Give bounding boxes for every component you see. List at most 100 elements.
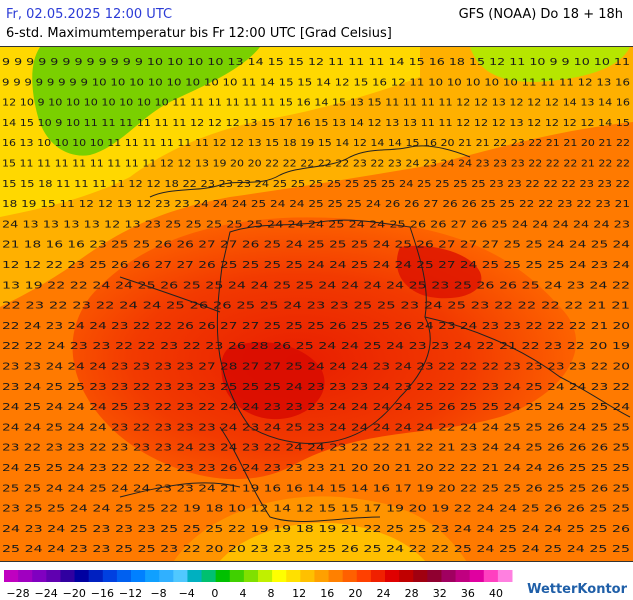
germany-border — [216, 219, 431, 445]
legend-swatch — [258, 570, 273, 582]
legend-label: −8 — [150, 587, 166, 600]
temperature-row: 9 9 9 9 9 9 9 9 10 10 10 10 10 10 10 10 … — [2, 77, 630, 88]
legend-swatch — [356, 570, 372, 582]
coastline — [149, 145, 471, 198]
legend-swatch — [455, 570, 471, 582]
legend-swatch — [469, 570, 485, 582]
legend-swatch — [497, 570, 513, 582]
legend-swatch — [201, 570, 217, 582]
temperature-row: 24 23 24 25 23 23 23 25 25 25 22 19 19 1… — [2, 524, 630, 535]
alps-core — [219, 522, 426, 561]
legend-swatch — [18, 570, 33, 582]
legend-swatch — [88, 570, 104, 582]
legend-label: 36 — [461, 587, 475, 600]
legend-bar — [4, 570, 513, 582]
temperature-row: 25 25 24 24 25 24 24 23 23 24 21 19 16 1… — [2, 483, 630, 494]
temperature-map[interactable]: 9 9 9 9 9 9 9 9 9 9 9 9 10 10 10 10 13 1… — [0, 46, 633, 562]
legend-swatch — [286, 570, 301, 582]
legend-swatch — [46, 570, 61, 582]
legend-swatch — [370, 570, 386, 582]
legend-swatch — [413, 570, 428, 582]
temperature-row: 23 24 25 25 23 23 22 23 23 23 25 25 25 2… — [2, 382, 630, 393]
temperature-row: 13 19 22 22 24 24 25 26 25 25 24 24 25 2… — [2, 280, 630, 291]
temperature-row: 22 22 24 23 23 22 22 23 22 23 26 28 26 2… — [2, 341, 630, 352]
border-south — [219, 426, 381, 522]
temperature-row: 14 15 10 9 10 11 11 11 11 11 11 12 12 12… — [2, 118, 630, 129]
green-zone — [32, 47, 260, 156]
legend-label: 20 — [348, 587, 362, 600]
very-hot-zone — [221, 342, 325, 420]
borders — [119, 145, 631, 522]
legend-label: −12 — [119, 587, 142, 600]
legend-swatch — [272, 570, 287, 582]
legend-label: −20 — [63, 587, 86, 600]
legend-label: 28 — [405, 587, 419, 600]
color-legend: −28 −24 −20 −16 −12 −8 −4 0 4 8 12 16 20 24 28 32 36 40 — [4, 570, 513, 600]
temperature-row: 12 12 22 23 25 26 26 27 27 26 25 25 25 2… — [2, 260, 630, 271]
legend-label: 0 — [211, 587, 218, 600]
legend-swatch — [187, 570, 203, 582]
temperature-row: 16 13 10 10 10 10 11 11 11 11 11 11 12 1… — [2, 138, 630, 149]
legend-swatch — [102, 570, 118, 582]
legend-swatch — [60, 570, 76, 582]
temperature-row: 24 13 13 13 13 12 13 23 25 25 25 25 25 2… — [2, 219, 630, 230]
legend-swatch — [385, 570, 400, 582]
legend-label: 4 — [239, 587, 246, 600]
legend-swatch — [483, 570, 499, 582]
legend-swatch — [314, 570, 330, 582]
temperature-row: 23 22 23 23 22 23 23 23 24 23 24 23 22 2… — [2, 443, 630, 454]
border-east — [424, 316, 631, 418]
legend-label: −28 — [6, 587, 29, 600]
legend-swatch — [342, 570, 358, 582]
legend-label: 12 — [292, 587, 306, 600]
legend-swatch — [173, 570, 188, 582]
legend-label: −24 — [35, 587, 58, 600]
model-run-label: GFS (NOAA) Do 18 + 18h — [458, 7, 623, 22]
legend-labels: −28 −24 −20 −16 −12 −8 −4 0 4 8 12 16 20 24 28 32 36 40 — [6, 587, 503, 600]
legend-swatch — [74, 570, 90, 582]
temperature-row: 22 23 22 23 22 24 24 25 26 26 25 25 24 2… — [2, 301, 630, 312]
temperature-row: 23 25 25 24 24 25 25 22 19 18 10 12 14 1… — [2, 504, 630, 515]
very-hot-zone-east — [396, 245, 482, 299]
border-alps — [119, 482, 241, 498]
legend-swatch — [116, 570, 132, 582]
border-west — [119, 276, 221, 313]
legend-label: 16 — [320, 587, 334, 600]
temperature-row: 24 25 25 24 23 22 22 22 23 23 26 24 23 2… — [2, 463, 630, 474]
temperature-row: 25 24 24 23 23 25 25 23 22 20 20 23 23 2… — [2, 544, 630, 555]
temperature-row: 24 25 24 24 24 25 23 22 23 22 24 24 23 2… — [2, 402, 630, 413]
legend-swatch — [328, 570, 344, 582]
wetterkontor-logo[interactable]: WetterKontor — [527, 582, 627, 597]
temperature-row: 24 24 25 24 24 23 22 23 23 23 24 23 24 2… — [2, 422, 630, 433]
temperature-row: 9 9 9 9 9 9 9 9 9 9 9 9 10 10 10 10 13 1… — [2, 57, 630, 68]
temperature-row: 22 24 23 24 24 23 22 22 26 26 27 27 25 2… — [2, 321, 630, 332]
temperature-row: 15 15 18 11 11 11 11 12 12 18 22 23 23 2… — [2, 179, 630, 190]
legend-swatch — [399, 570, 414, 582]
legend-label: 8 — [268, 587, 275, 600]
legend-label: 32 — [433, 587, 447, 600]
legend-label: 40 — [489, 587, 503, 600]
legend-swatch — [159, 570, 174, 582]
temperature-row: 12 10 9 10 10 10 10 10 10 10 11 11 11 11… — [2, 98, 630, 109]
legend-swatch — [300, 570, 315, 582]
temperature-row: 21 18 16 16 23 25 25 26 26 27 27 26 25 2… — [2, 240, 630, 251]
temperature-row: 18 19 15 11 12 12 13 12 23 23 24 24 24 2… — [2, 199, 630, 210]
legend-swatch — [145, 570, 160, 582]
legend-swatch — [441, 570, 457, 582]
legend-swatch — [215, 570, 231, 582]
temperature-row: 15 11 11 11 11 11 11 11 11 12 12 13 19 2… — [2, 159, 630, 170]
green-zone-east — [470, 47, 630, 82]
temperature-row: 23 23 24 24 24 23 23 23 23 27 28 27 27 2… — [2, 362, 630, 373]
temperature-values: 9 9 9 9 9 9 9 9 9 9 9 9 10 10 10 10 13 1… — [2, 57, 630, 555]
legend-swatch — [243, 570, 259, 582]
legend-swatch — [4, 570, 19, 582]
legend-swatch — [131, 570, 146, 582]
forecast-date: Fr, 02.05.2025 12:00 UTC — [6, 7, 173, 22]
map-subtitle: 6-std. Maximumtemperatur bis Fr 12:00 UT… — [6, 26, 392, 41]
legend-label: −4 — [179, 587, 195, 600]
legend-label: −16 — [91, 587, 114, 600]
legend-swatch — [229, 570, 245, 582]
legend-swatch — [32, 570, 47, 582]
legend-swatch — [427, 570, 442, 582]
legend-label: 24 — [377, 587, 391, 600]
